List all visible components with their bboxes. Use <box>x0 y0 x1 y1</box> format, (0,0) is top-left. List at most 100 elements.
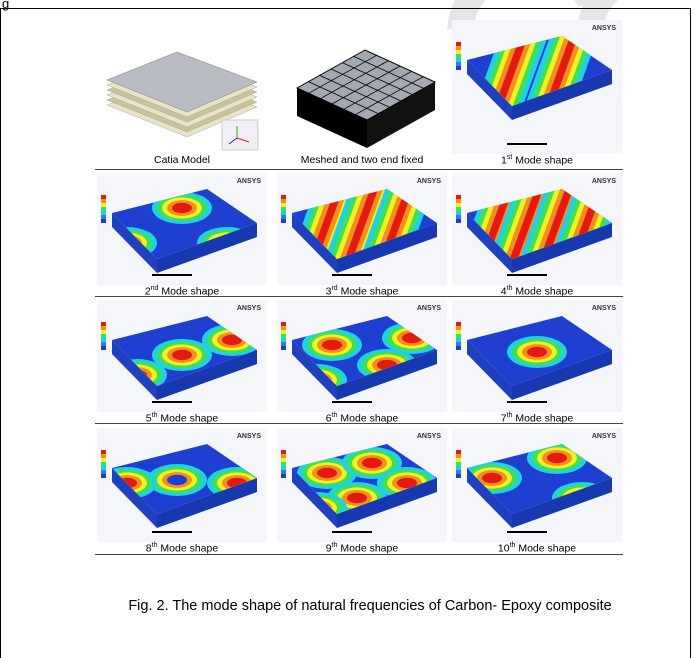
panel: ANSYS <box>277 300 447 412</box>
caption: 1st Mode shape <box>447 154 627 167</box>
panel-image: ANSYS <box>97 300 267 412</box>
legend-swatch <box>281 458 286 462</box>
contour-spot <box>172 350 192 360</box>
legend-swatch <box>456 454 461 458</box>
panel: ANSYS <box>97 300 267 412</box>
legend-swatch <box>281 466 286 470</box>
caption: 9th Mode shape <box>272 542 452 555</box>
legend-swatch <box>456 342 461 346</box>
caption-label: Mode shape <box>518 543 576 555</box>
legend-swatch <box>281 342 286 346</box>
legend-swatch <box>456 66 461 70</box>
legend-swatch <box>456 219 461 223</box>
legend-swatch <box>456 62 461 66</box>
legend-swatch <box>456 211 461 215</box>
panel <box>277 20 447 154</box>
legend-swatch <box>101 326 106 330</box>
legend-swatch <box>101 470 106 474</box>
panel: ANSYS <box>452 428 622 542</box>
legend-swatch <box>101 474 106 478</box>
panel: ANSYS <box>277 173 447 285</box>
panel-image: ANSYS <box>277 173 447 285</box>
legend-swatch <box>456 215 461 219</box>
legend-swatch <box>281 450 286 454</box>
legend-swatch <box>456 474 461 478</box>
legend-swatch <box>101 334 106 338</box>
panel: ANSYS <box>452 20 622 154</box>
ordinal-suffix: th <box>152 542 158 549</box>
legend-swatch <box>281 462 286 466</box>
panel: ANSYS <box>452 300 622 412</box>
contour-spot <box>317 468 337 478</box>
header-fragment: g <box>2 0 9 11</box>
legend-swatch <box>456 338 461 342</box>
legend-swatch <box>456 326 461 330</box>
legend-swatch <box>456 450 461 454</box>
legend-swatch <box>456 207 461 211</box>
ordinal-suffix: rd <box>331 285 337 292</box>
ansys-logo: ANSYS <box>592 178 616 185</box>
ordinal-suffix: th <box>507 285 513 292</box>
legend-swatch <box>101 195 106 199</box>
legend-swatch <box>456 334 461 338</box>
caption-label: Mode shape <box>340 543 398 555</box>
legend-swatch <box>456 470 461 474</box>
caption: 10th Mode shape <box>447 542 627 555</box>
ansys-logo: ANSYS <box>592 305 616 312</box>
ansys-logo: ANSYS <box>592 433 616 440</box>
legend-swatch <box>101 338 106 342</box>
legend-swatch <box>281 346 286 350</box>
panel-image <box>97 20 267 154</box>
legend-swatch <box>101 458 106 462</box>
legend-swatch <box>281 195 286 199</box>
panel <box>97 20 267 154</box>
caption-label: Mode shape <box>515 413 573 425</box>
legend-swatch <box>456 322 461 326</box>
legend-swatch <box>456 203 461 207</box>
legend-swatch <box>281 326 286 330</box>
legend-swatch <box>281 207 286 211</box>
ansys-logo: ANSYS <box>237 305 261 312</box>
contour-spot <box>362 458 382 468</box>
caption: 8th Mode shape <box>92 542 272 555</box>
legend-swatch <box>281 322 286 326</box>
panel: ANSYS <box>97 428 267 542</box>
legend-swatch <box>456 462 461 466</box>
legend-swatch <box>281 199 286 203</box>
caption: 4th Mode shape <box>447 285 627 298</box>
caption: Meshed and two end fixed <box>272 154 452 166</box>
caption: Catia Model <box>92 154 272 166</box>
legend-swatch <box>456 330 461 334</box>
figure-caption: Fig. 2. The mode shape of natural freque… <box>40 596 696 616</box>
contour-spot <box>347 493 367 503</box>
caption-label: Mode shape <box>341 286 399 298</box>
legend-swatch <box>101 199 106 203</box>
legend-swatch <box>101 211 106 215</box>
legend-swatch <box>101 322 106 326</box>
caption: 6th Mode shape <box>272 412 452 425</box>
caption: 3rd Mode shape <box>272 285 452 298</box>
caption-label: Mode shape <box>340 413 398 425</box>
contour-spot <box>172 203 192 213</box>
panel-image: ANSYS <box>452 428 622 542</box>
legend-swatch <box>281 211 286 215</box>
legend-swatch <box>281 203 286 207</box>
row-rule <box>95 169 623 170</box>
legend-swatch <box>101 466 106 470</box>
contour-spot <box>167 475 187 485</box>
panel: ANSYS <box>277 428 447 542</box>
legend-swatch <box>456 195 461 199</box>
ansys-logo: ANSYS <box>592 25 616 32</box>
legend-swatch <box>281 330 286 334</box>
legend-swatch <box>281 338 286 342</box>
legend-swatch <box>281 474 286 478</box>
panel-image: ANSYS <box>97 428 267 542</box>
legend-swatch <box>456 466 461 470</box>
caption: 5th Mode shape <box>92 412 272 425</box>
ordinal-suffix: th <box>507 412 513 419</box>
ordinal-suffix: th <box>152 412 158 419</box>
ordinal-suffix: st <box>507 154 512 161</box>
panel-image: ANSYS <box>452 300 622 412</box>
legend-swatch <box>101 454 106 458</box>
legend-swatch <box>101 462 106 466</box>
